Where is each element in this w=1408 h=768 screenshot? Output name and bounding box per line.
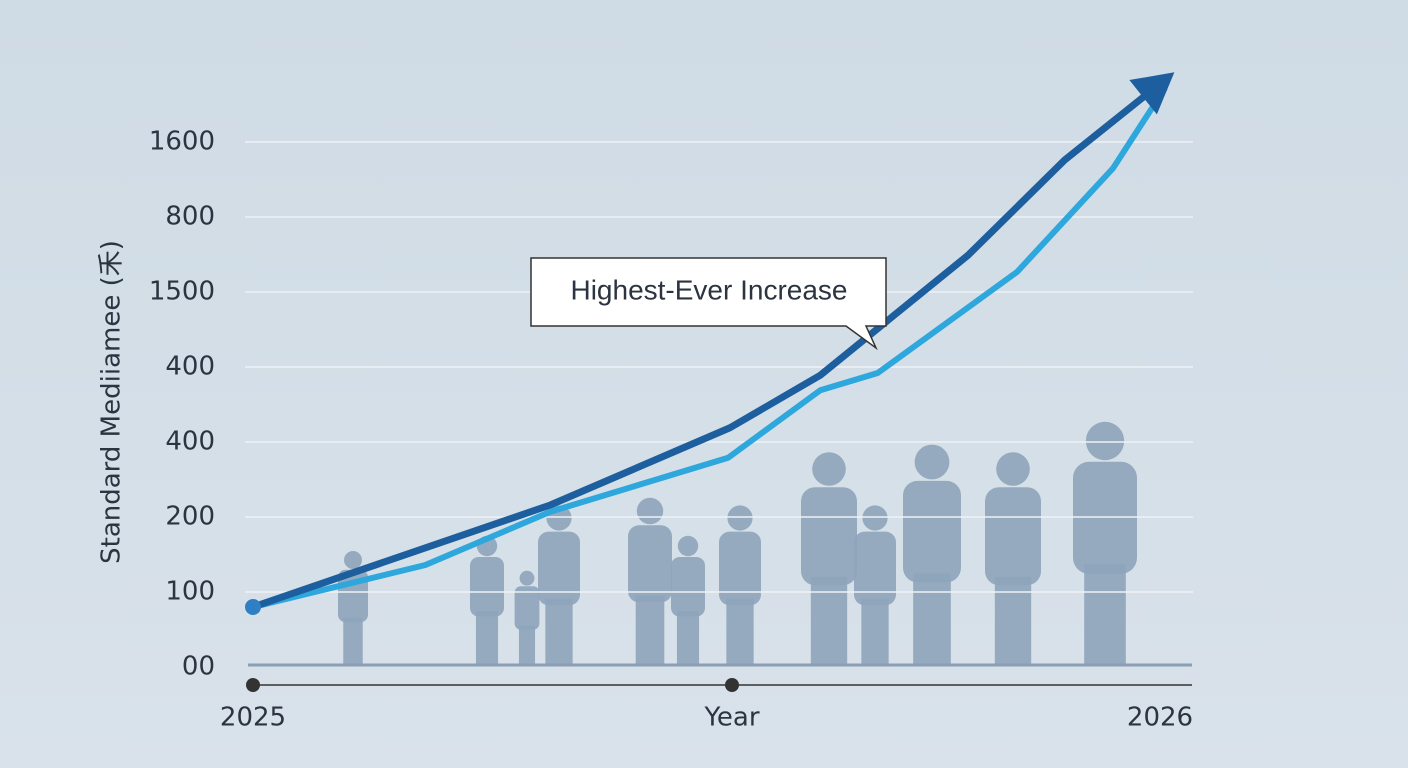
silhouette-head (636, 497, 664, 525)
silhouette-body (854, 531, 896, 606)
silhouette-legs (475, 611, 499, 665)
silhouette-head (812, 452, 846, 486)
silhouette-body (985, 487, 1041, 586)
silhouette-legs (810, 576, 848, 665)
silhouette-head (344, 551, 362, 569)
y-axis-label: Standard Mediiamee (禾) (97, 240, 127, 564)
y-tick-label: 1500 (149, 277, 215, 307)
y-tick-label: 200 (165, 502, 215, 532)
silhouette-body (538, 531, 580, 606)
silhouette-legs (635, 595, 665, 665)
annotation: Highest-Ever Increase (530, 257, 887, 351)
annotation-text: Highest-Ever Increase (570, 274, 847, 305)
x-axis-label: Year (703, 703, 759, 733)
y-tick-label: 1600 (149, 127, 215, 157)
silhouette-head (862, 505, 888, 531)
silhouette-head (727, 505, 753, 531)
silhouette-head (914, 444, 950, 480)
silhouette-legs (726, 598, 754, 665)
data-line (252, 86, 1168, 610)
silhouette-head (1085, 421, 1125, 461)
start-point (245, 599, 261, 615)
silhouette-legs (1084, 564, 1126, 665)
silhouette-body (903, 480, 961, 583)
axis-dot (725, 678, 739, 692)
x-tick-label: 2025 (220, 703, 286, 733)
silhouette-body (1073, 461, 1137, 574)
y-tick-label: 00 (182, 652, 215, 682)
silhouette-body (628, 525, 672, 603)
silhouette-body (719, 531, 761, 606)
silhouette-head (677, 535, 699, 557)
silhouette-body (470, 557, 504, 617)
x-tick-label: 2026 (1127, 703, 1193, 733)
y-tick-label: 400 (165, 352, 215, 382)
data-line (251, 77, 1168, 611)
silhouette-legs (994, 576, 1032, 665)
y-tick-label: 400 (165, 427, 215, 457)
y-tick-label: 800 (165, 202, 215, 232)
silhouette-body (514, 586, 540, 630)
silhouette-body (671, 557, 705, 617)
silhouette-legs (913, 573, 951, 665)
silhouette-legs (545, 598, 573, 665)
arrow-head (1129, 72, 1175, 115)
silhouette-body (801, 487, 857, 586)
annotation-box (530, 257, 887, 351)
lines (245, 72, 1175, 615)
y-tick-label: 100 (165, 577, 215, 607)
silhouette-head (519, 570, 535, 586)
silhouette-legs (676, 611, 700, 665)
silhouette-legs (861, 598, 889, 665)
silhouette-legs (518, 625, 536, 665)
silhouette-legs (343, 617, 363, 665)
silhouette-head (996, 452, 1030, 486)
x-tick-mark (246, 678, 260, 692)
